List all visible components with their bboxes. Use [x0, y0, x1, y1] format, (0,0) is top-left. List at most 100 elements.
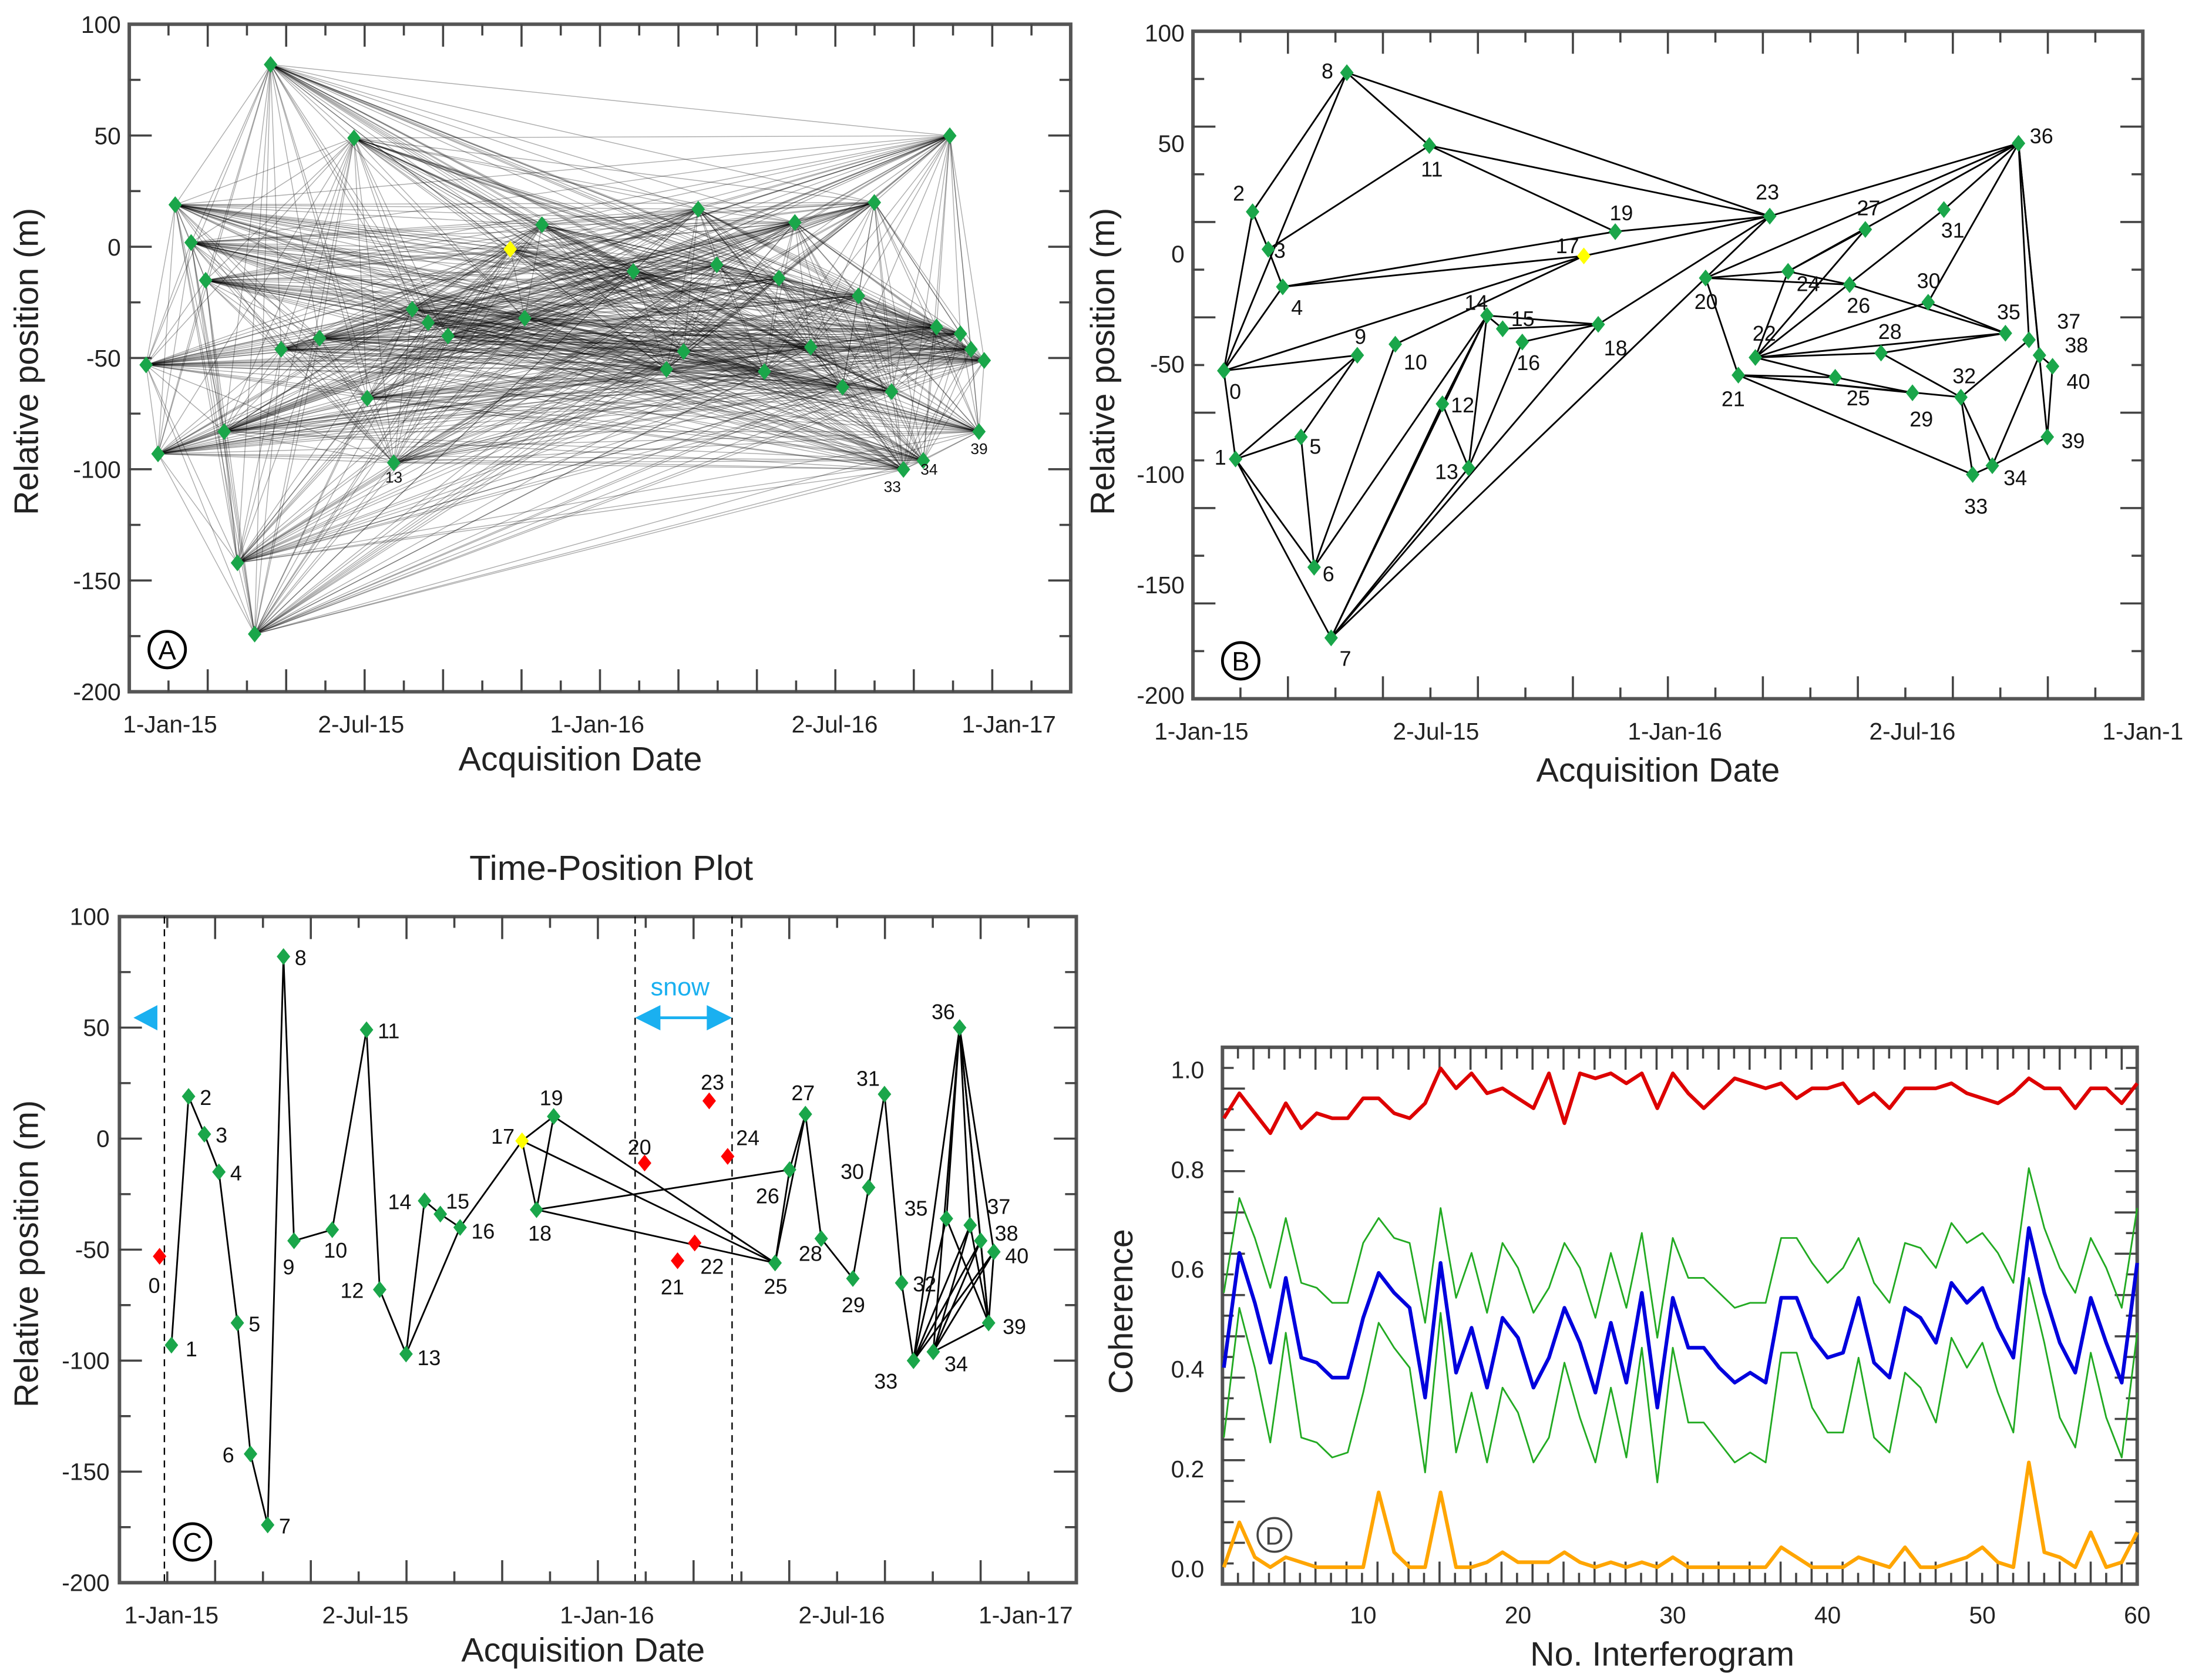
baseline-edge: [281, 335, 448, 350]
baseline-edge: [1943, 142, 2019, 210]
baseline-edge: [891, 391, 924, 461]
baseline-edge: [146, 359, 984, 365]
baseline-edge: [367, 295, 859, 399]
acquisition-marker: [1515, 333, 1529, 351]
node-label: 0: [149, 1274, 160, 1298]
baseline-edge: [367, 248, 511, 399]
baseline-edge: [428, 135, 950, 323]
node-label: 25: [1847, 387, 1870, 410]
y-tick-label: 0: [96, 1125, 110, 1153]
baseline-edge: [175, 204, 892, 392]
baseline-edge: [873, 202, 892, 392]
node-label: 35: [1997, 300, 2020, 324]
node-label: 34: [920, 461, 937, 478]
baseline-edge: [354, 137, 937, 328]
node-label: 14: [388, 1191, 412, 1214]
baseline-edge: [393, 248, 511, 463]
baseline-edge: [394, 295, 859, 463]
x-tick-label: 10: [1350, 1602, 1376, 1629]
baseline-edge: [367, 369, 667, 399]
baseline-edge: [146, 248, 510, 365]
baseline-edge: [174, 204, 282, 350]
baseline-edge: [666, 264, 717, 370]
baseline-edge: [913, 1240, 981, 1362]
baseline-edge: [281, 347, 811, 350]
baseline-edge: [428, 317, 525, 323]
baseline-edge: [510, 248, 779, 279]
baseline-edge: [842, 387, 924, 461]
node-label: 38: [2065, 334, 2088, 357]
baseline-edge: [717, 264, 971, 350]
baseline-edge: [1927, 143, 2019, 303]
baseline-edge: [254, 369, 667, 634]
baseline-edge: [224, 431, 904, 470]
baseline-edge: [923, 431, 980, 461]
baseline-edge: [913, 1251, 995, 1362]
baseline-edge: [448, 335, 892, 392]
baseline-edge: [281, 222, 795, 350]
baseline-edge: [146, 222, 795, 365]
baseline-edge: [237, 563, 255, 634]
baseline-edge: [331, 1029, 368, 1230]
node-label: 18: [528, 1222, 552, 1245]
baseline-edge: [320, 337, 984, 361]
baseline-edge: [936, 327, 971, 350]
node-label: 34: [944, 1353, 968, 1376]
baseline-edge: [237, 202, 875, 563]
acquisition-marker: [274, 341, 288, 358]
acquisition-marker: [164, 1336, 179, 1354]
baseline-edge: [319, 264, 717, 339]
baseline-edge: [448, 135, 950, 337]
baseline-edge: [205, 280, 904, 470]
baseline-edge: [354, 137, 698, 210]
baseline-edge: [778, 278, 924, 461]
panel-b-x-ticks: 1-Jan-15 2-Jul-15 1-Jan-16 2-Jul-16 1-Jan-1: [1154, 718, 2183, 745]
baseline-edge: [698, 209, 937, 328]
y-tick-label: -50: [1150, 351, 1185, 378]
baseline-edge: [175, 137, 354, 206]
baseline-edge: [811, 333, 961, 348]
baseline-edge: [367, 371, 765, 399]
x-tick-label: 20: [1505, 1602, 1531, 1629]
baseline-edge: [146, 364, 892, 392]
baseline-edge: [842, 387, 892, 392]
baseline-edge: [175, 204, 979, 432]
acquisition-marker: [517, 310, 532, 327]
snow-arrow-left-head: [635, 1005, 661, 1031]
baseline-edge: [146, 137, 355, 365]
baseline-edge: [522, 1140, 776, 1264]
baseline-edge: [633, 271, 892, 392]
baseline-edge: [525, 202, 875, 319]
baseline-edge: [237, 264, 717, 563]
baseline-edge: [764, 295, 859, 372]
panel-a-node-labels: 13 33 34 39: [385, 440, 988, 495]
baseline-edge: [157, 453, 255, 634]
baseline-edge: [394, 387, 843, 463]
baseline-edge: [175, 204, 667, 370]
baseline-edge: [379, 1289, 407, 1355]
baseline-edge: [525, 277, 779, 319]
baseline-edge: [1615, 215, 1770, 233]
node-label: 19: [1609, 201, 1633, 225]
baseline-edge: [510, 209, 698, 250]
baseline-edge: [254, 264, 717, 634]
baseline-edge: [367, 391, 892, 399]
baseline-edge: [354, 137, 984, 361]
acquisition-marker: [1985, 457, 1999, 475]
baseline-edge: [146, 322, 429, 365]
baseline-edge: [267, 956, 285, 1526]
baseline-edge: [412, 308, 984, 361]
acquisition-marker: [757, 363, 771, 380]
baseline-edge: [237, 222, 795, 563]
baseline-edge: [666, 295, 859, 370]
acquisition-marker: [1921, 294, 1935, 311]
baseline-edge: [1223, 211, 1253, 371]
baseline-edge: [1313, 344, 1396, 568]
baseline-edge: [191, 224, 542, 243]
baseline-edge: [1704, 216, 1771, 279]
node-label: 28: [799, 1242, 822, 1266]
baseline-edge: [683, 351, 765, 372]
baseline-edge: [1928, 301, 2006, 334]
baseline-edge: [190, 137, 355, 243]
baseline-edge: [237, 348, 971, 563]
